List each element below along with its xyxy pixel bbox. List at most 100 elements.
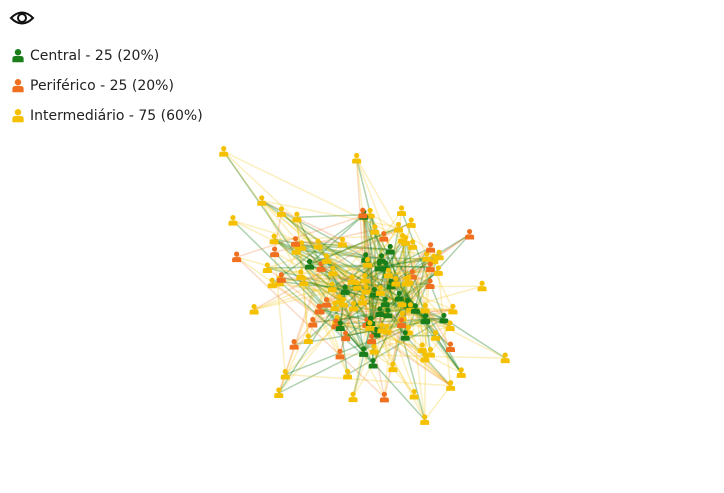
edge: [326, 258, 437, 337]
person-head: [427, 261, 433, 267]
person-head: [269, 277, 275, 283]
person-head: [379, 322, 385, 328]
person-head: [251, 303, 257, 310]
edge: [351, 279, 365, 352]
edge: [309, 263, 346, 291]
edge: [370, 295, 400, 322]
person-icon: [477, 280, 487, 292]
person-body: [308, 322, 318, 328]
person-icon: [397, 317, 407, 329]
person-icon: [270, 246, 280, 258]
person-body: [425, 283, 435, 289]
legend: Central - 25 (20%) Periférico - 25 (20%) I…: [12, 48, 203, 124]
person-head: [278, 272, 284, 278]
edge: [296, 214, 364, 218]
person-body: [383, 313, 393, 319]
person-head: [407, 302, 413, 308]
edge: [373, 238, 404, 293]
edge: [303, 280, 416, 310]
person-body: [375, 290, 385, 296]
person-head: [367, 315, 374, 321]
person-icon: [297, 240, 307, 251]
person-icon: [408, 239, 418, 250]
person-head: [371, 286, 377, 293]
edge: [339, 289, 346, 327]
person-body: [379, 236, 389, 242]
person-icon: [315, 303, 325, 315]
person-head: [292, 236, 299, 242]
edge: [303, 280, 341, 355]
edge: [384, 301, 451, 327]
edge: [339, 289, 346, 327]
edge: [404, 240, 437, 336]
person-body: [445, 347, 455, 353]
person-body: [391, 281, 401, 287]
eye-pupil: [17, 13, 27, 23]
person-head: [466, 228, 473, 235]
person-body: [426, 247, 436, 253]
person-head: [396, 290, 402, 296]
edge: [274, 235, 384, 240]
person-head: [350, 300, 357, 306]
edge: [401, 238, 412, 308]
person-head: [230, 215, 236, 221]
person-icon: [348, 391, 358, 403]
person-head: [385, 307, 391, 313]
person-icon: [406, 217, 416, 228]
edge: [339, 306, 355, 355]
person-head: [427, 242, 434, 248]
edge: [344, 289, 372, 322]
edge: [300, 274, 344, 304]
person-head: [385, 267, 391, 273]
legend-item[interactable]: Central - 25 (20%): [12, 48, 159, 64]
person-icon: [439, 312, 449, 324]
person-body: [360, 278, 370, 284]
person-icon: [410, 303, 420, 314]
person-icon: [398, 232, 408, 244]
edge: [326, 256, 428, 304]
edge: [411, 233, 471, 276]
person-head: [363, 252, 369, 258]
person-body: [420, 419, 430, 425]
visibility-toggle[interactable]: [9, 11, 35, 25]
legend-item[interactable]: Intermediário - 75 (60%): [12, 108, 203, 124]
edge: [340, 325, 423, 349]
person-head: [412, 303, 419, 309]
person-head: [427, 278, 433, 284]
person-icon: [337, 236, 347, 248]
person-icon: [375, 306, 385, 317]
edge: [307, 265, 387, 340]
edge: [308, 264, 415, 396]
person-icon: [374, 260, 384, 272]
person-icon: [269, 233, 279, 245]
person-head: [371, 343, 377, 350]
edge: [372, 240, 407, 364]
person-icon: [367, 333, 377, 345]
edge: [372, 256, 428, 364]
edge: [273, 251, 287, 375]
edge: [355, 158, 368, 323]
person-head: [381, 391, 387, 397]
person-head: [411, 388, 417, 395]
person-head: [502, 352, 508, 358]
person-head: [336, 293, 343, 300]
person-body: [431, 335, 441, 341]
person-icon: [262, 262, 272, 274]
person-head: [435, 265, 441, 271]
person-body: [368, 363, 378, 369]
person-head: [410, 239, 416, 245]
person-icon: [280, 368, 290, 380]
person-body: [388, 367, 398, 373]
person-body: [408, 244, 418, 250]
person-head: [393, 275, 399, 282]
nodes: [219, 146, 510, 425]
person-head: [264, 262, 270, 268]
legend-item[interactable]: Periférico - 25 (20%): [12, 78, 174, 94]
person-body: [321, 258, 331, 264]
legend-label: Periférico - 25 (20%): [30, 78, 174, 94]
person-head: [423, 313, 429, 319]
person-body: [397, 210, 407, 216]
edge: [342, 241, 410, 281]
edge: [362, 212, 417, 310]
person-head: [450, 303, 456, 309]
